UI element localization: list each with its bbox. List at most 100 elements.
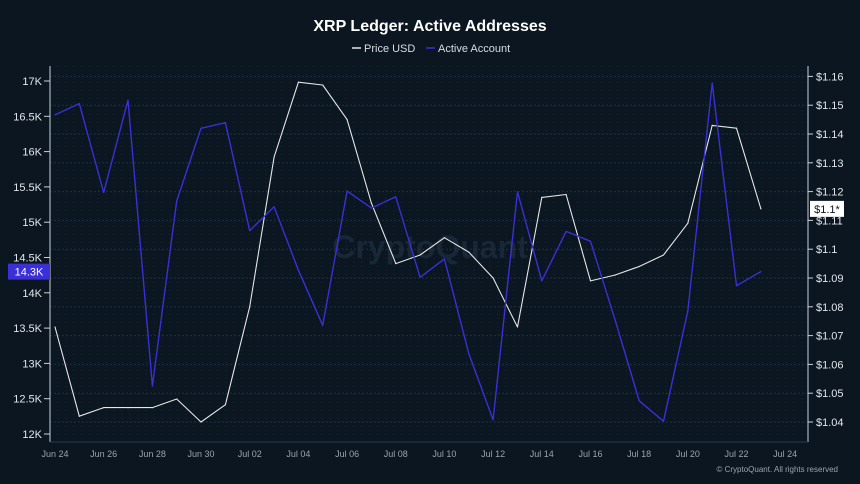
legend-price-label[interactable]: Price USD <box>364 43 415 55</box>
data-point-price-usd <box>492 277 494 279</box>
data-point-price-usd <box>687 222 689 224</box>
data-point-active-account <box>735 285 738 287</box>
axis-labels: 12K 12.5K 13K 13.5K 14K 14.5K 15K 15.5K 16K 16.5K… <box>8 71 844 459</box>
y-right-tick-label: $1.16 <box>816 71 844 83</box>
data-point-active-account <box>322 324 324 326</box>
data-point-active-account <box>638 400 640 402</box>
y-right-tick-label: $1.11 <box>816 215 843 227</box>
series <box>54 81 762 423</box>
data-point-active-account <box>541 280 543 282</box>
data-point-active-account <box>419 276 421 278</box>
y-left-tick-label: 15.5K <box>13 182 42 194</box>
data-point-price-usd <box>103 407 105 409</box>
data-point-active-account <box>176 200 178 202</box>
x-tick-label: Jul 08 <box>384 449 408 459</box>
data-point-price-usd <box>200 421 202 423</box>
y-right-tick-label: $1.04 <box>816 417 844 429</box>
data-point-active-account <box>103 191 105 194</box>
data-point-active-account <box>370 207 373 209</box>
axes <box>44 66 813 443</box>
x-tick-label: Jun 30 <box>188 449 215 459</box>
current-price-marker <box>810 200 844 217</box>
data-point-price-usd <box>322 84 324 86</box>
y-right-tick-label: $1.15 <box>816 100 844 112</box>
y-right-tick-label: $1.06 <box>816 359 844 371</box>
x-tick-label: Jul 06 <box>335 449 359 459</box>
data-point-active-account <box>492 419 494 421</box>
data-point-price-usd <box>370 202 373 204</box>
x-tick-label: Jun 28 <box>139 449 166 459</box>
data-point-price-usd <box>249 306 251 308</box>
y-left-tick-label: 16.5K <box>13 111 42 123</box>
data-point-price-usd <box>346 119 348 121</box>
y-right-tick-label: $1.14 <box>816 129 844 141</box>
chart-title: XRP Ledger: Active Addresses <box>313 18 546 35</box>
x-tick-label: Jun 24 <box>41 449 68 459</box>
data-point-price-usd <box>395 263 397 265</box>
data-point-active-account <box>297 269 299 271</box>
data-point-price-usd <box>297 81 299 83</box>
y-right-tick-label: $1.08 <box>816 302 844 314</box>
x-tick-label: Jul 10 <box>432 449 456 459</box>
data-point-price-usd <box>735 127 738 129</box>
data-point-price-usd <box>273 156 275 158</box>
y-right-tick-label: $1.12 <box>816 187 844 199</box>
data-point-price-usd <box>614 274 616 276</box>
x-tick-label: Jul 02 <box>238 449 262 459</box>
current-price-label: $1.1* <box>814 204 840 216</box>
x-tick-label: Jul 22 <box>725 449 749 459</box>
y-left-tick-label: 13K <box>22 358 42 370</box>
x-tick-label: Jul 16 <box>578 449 602 459</box>
data-point-active-account <box>224 122 226 124</box>
y-left-tick-label: 15K <box>22 217 42 229</box>
data-point-active-account <box>127 99 129 101</box>
data-point-active-account <box>589 240 592 242</box>
series-line-active-account <box>54 82 762 422</box>
data-point-price-usd <box>176 398 178 400</box>
y-left-tick-label: 17K <box>22 76 42 88</box>
data-point-price-usd <box>224 404 226 406</box>
y-right-tick-label: $1.05 <box>816 388 844 400</box>
y-left-tick-label: 16K <box>22 147 42 159</box>
data-point-active-account <box>78 102 80 105</box>
data-point-active-account <box>151 385 153 387</box>
current-active-label: 14.3K <box>15 267 44 279</box>
data-point-price-usd <box>127 407 129 409</box>
data-point-price-usd <box>54 326 56 328</box>
y-right-tick-label: $1.07 <box>816 331 844 343</box>
y-right-tick-label: $1.1 <box>816 244 837 256</box>
data-point-price-usd <box>78 415 80 417</box>
data-point-price-usd <box>589 280 592 282</box>
series-line-price-usd <box>54 81 762 423</box>
data-point-price-usd <box>516 326 519 328</box>
current-active-marker <box>8 263 50 280</box>
y-right-tick-label: $1.09 <box>816 273 844 285</box>
x-tick-label: Jul 18 <box>627 449 651 459</box>
data-point-price-usd <box>711 124 713 126</box>
data-point-price-usd <box>443 237 446 239</box>
data-point-active-account <box>711 82 713 84</box>
x-tick-label: Jul 04 <box>286 449 310 459</box>
data-point-active-account <box>760 271 762 273</box>
data-point-active-account <box>614 318 616 320</box>
data-point-active-account <box>443 258 446 260</box>
legend-active-label[interactable]: Active Account <box>438 43 510 55</box>
data-point-active-account <box>249 230 251 232</box>
data-point-price-usd <box>638 265 640 268</box>
data-point-active-account <box>662 420 665 422</box>
data-point-price-usd <box>565 193 567 196</box>
grid <box>50 66 808 442</box>
legend[interactable]: Price USD Active Account <box>352 43 510 55</box>
watermark: CryptoQuant <box>332 229 528 265</box>
data-point-price-usd <box>419 254 421 256</box>
data-point-active-account <box>346 190 348 192</box>
y-left-tick-label: 13.5K <box>13 323 42 335</box>
data-point-active-account <box>273 206 275 208</box>
y-right-tick-label: $1.13 <box>816 158 844 170</box>
y-left-tick-label: 14K <box>22 288 42 300</box>
data-point-active-account <box>54 114 56 116</box>
x-tick-label: Jul 12 <box>481 449 505 459</box>
data-point-active-account <box>468 352 470 355</box>
